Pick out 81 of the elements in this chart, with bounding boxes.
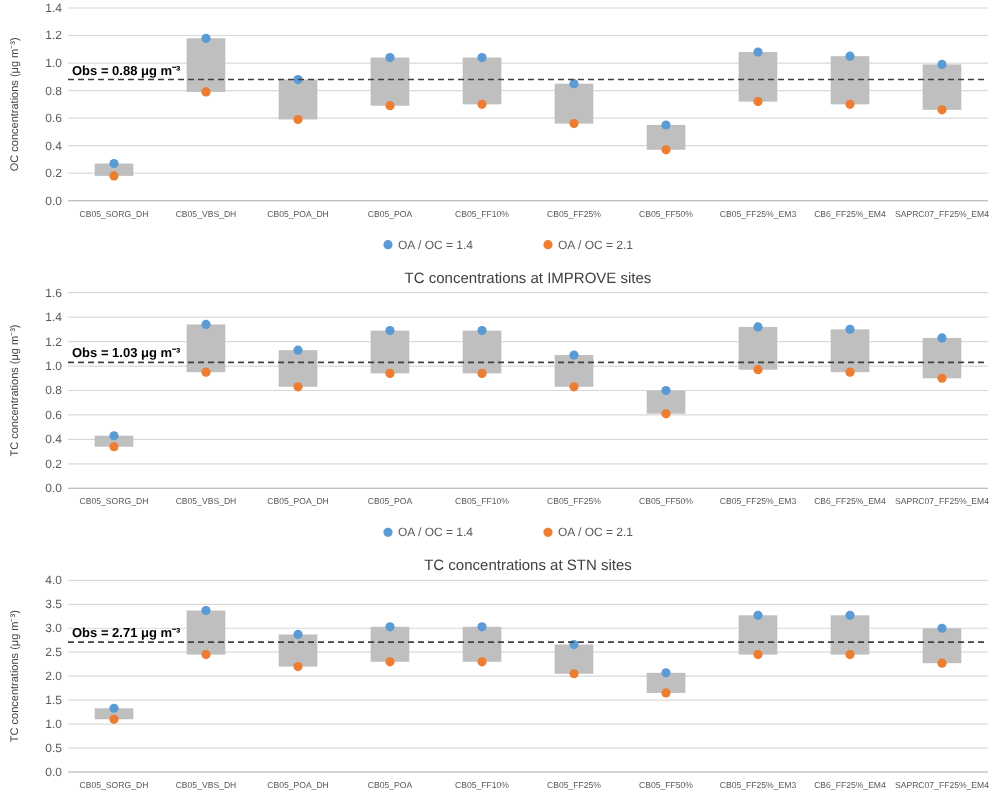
point — [661, 385, 671, 396]
bar — [646, 390, 686, 414]
bar — [462, 57, 502, 105]
point — [477, 368, 487, 378]
point — [385, 368, 395, 378]
point — [753, 322, 763, 332]
point — [845, 367, 855, 377]
point — [109, 442, 119, 452]
point — [569, 669, 579, 679]
bar — [830, 329, 870, 373]
point — [109, 171, 119, 181]
point — [201, 319, 211, 330]
bar — [922, 337, 962, 379]
point — [569, 79, 579, 89]
point — [661, 668, 671, 678]
bar — [554, 83, 594, 124]
point — [293, 629, 303, 640]
bar — [738, 615, 778, 655]
point — [569, 382, 579, 392]
bar — [370, 330, 410, 374]
point — [753, 610, 763, 620]
bar — [186, 38, 226, 92]
point — [753, 96, 763, 107]
point — [201, 33, 211, 43]
point — [937, 105, 947, 115]
point — [753, 47, 763, 57]
point — [477, 325, 487, 336]
point — [937, 333, 947, 343]
bar — [830, 56, 870, 105]
bar — [186, 610, 226, 655]
point — [845, 324, 855, 334]
point — [937, 59, 947, 70]
point — [569, 119, 579, 129]
bar — [554, 644, 594, 674]
point — [293, 114, 303, 125]
bar — [922, 64, 962, 110]
point — [201, 605, 211, 616]
bar — [738, 52, 778, 102]
point — [385, 325, 395, 336]
point — [661, 120, 671, 130]
point — [845, 51, 855, 61]
point — [937, 623, 947, 633]
bar — [922, 628, 962, 664]
point — [385, 52, 395, 63]
bar — [186, 324, 226, 373]
point — [201, 87, 211, 97]
point — [385, 657, 395, 667]
point — [293, 382, 303, 392]
point — [201, 649, 211, 660]
point — [937, 373, 947, 383]
point — [385, 622, 395, 632]
bar — [554, 355, 594, 387]
point — [753, 365, 763, 375]
point — [477, 52, 487, 63]
bar — [646, 124, 686, 150]
point — [109, 703, 119, 713]
bar — [370, 626, 410, 662]
bar — [738, 326, 778, 370]
bar — [370, 57, 410, 106]
point — [293, 661, 303, 672]
point — [477, 657, 487, 667]
bar — [278, 79, 318, 120]
point — [293, 345, 303, 355]
point — [661, 409, 671, 419]
bar — [278, 350, 318, 387]
point — [753, 649, 763, 660]
bar — [462, 626, 502, 662]
point — [201, 367, 211, 377]
point — [845, 99, 855, 109]
point — [661, 145, 671, 155]
point — [845, 649, 855, 660]
point — [937, 658, 947, 668]
point — [385, 101, 395, 111]
point — [845, 610, 855, 620]
point — [477, 622, 487, 632]
bar — [462, 330, 502, 374]
point — [661, 688, 671, 698]
point — [569, 350, 579, 360]
point — [477, 99, 487, 109]
bar — [830, 615, 870, 655]
point — [109, 158, 119, 169]
